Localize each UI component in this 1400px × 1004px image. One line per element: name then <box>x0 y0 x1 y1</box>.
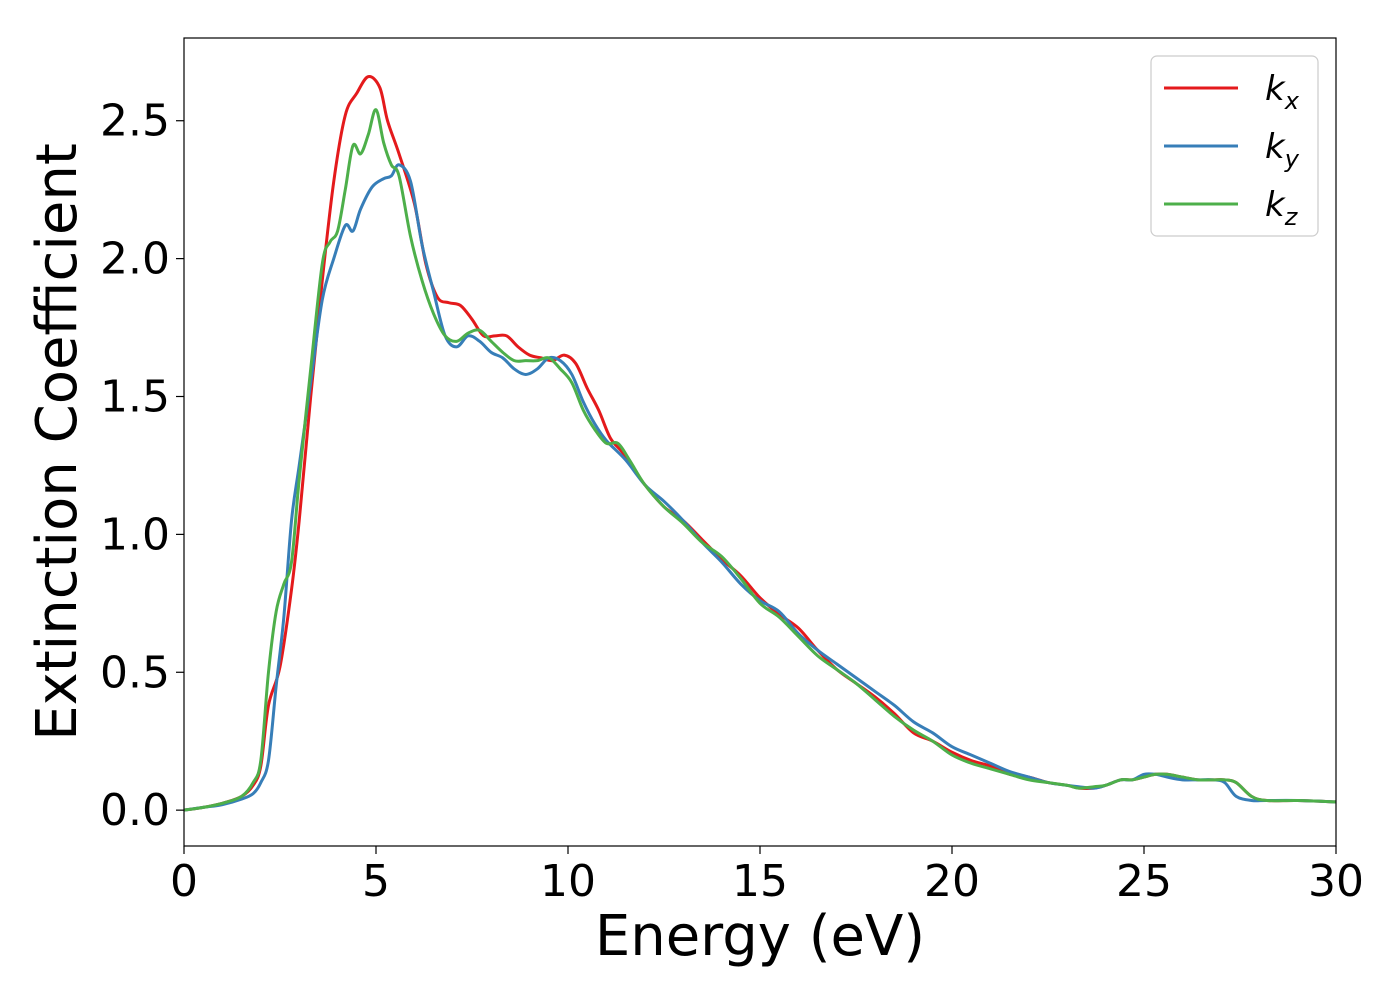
y-axis: 0.0 0.5 1.0 1.5 2.0 2.5 <box>100 96 184 836</box>
legend-label-ky: ky <box>1265 127 1300 173</box>
x-axis: 0 5 10 15 20 25 30 <box>170 846 1364 907</box>
x-tick-label: 15 <box>732 856 788 907</box>
x-axis-title: Energy (eV) <box>595 904 925 969</box>
y-tick-label: 1.5 <box>100 371 170 422</box>
x-tick-label: 10 <box>540 856 596 907</box>
legend-label-kz: kz <box>1265 185 1299 231</box>
x-tick-label: 25 <box>1116 856 1172 907</box>
x-tick-label: 0 <box>170 856 198 907</box>
x-tick-label: 5 <box>362 856 390 907</box>
legend: kx ky kz <box>1150 55 1319 237</box>
x-tick-label: 30 <box>1308 856 1364 907</box>
y-tick-label: 0.5 <box>100 647 170 698</box>
series-layer <box>184 75 1336 812</box>
y-axis-title: Extinction Coefficient <box>25 143 90 741</box>
x-tick-label: 20 <box>924 856 980 907</box>
series-line-kz <box>184 108 1336 812</box>
y-tick-label: 0.0 <box>100 785 170 836</box>
legend-label-kx: kx <box>1265 69 1300 115</box>
y-tick-label: 1.0 <box>100 509 170 560</box>
y-tick-label: 2.5 <box>100 96 170 147</box>
y-tick-label: 2.0 <box>100 234 170 285</box>
